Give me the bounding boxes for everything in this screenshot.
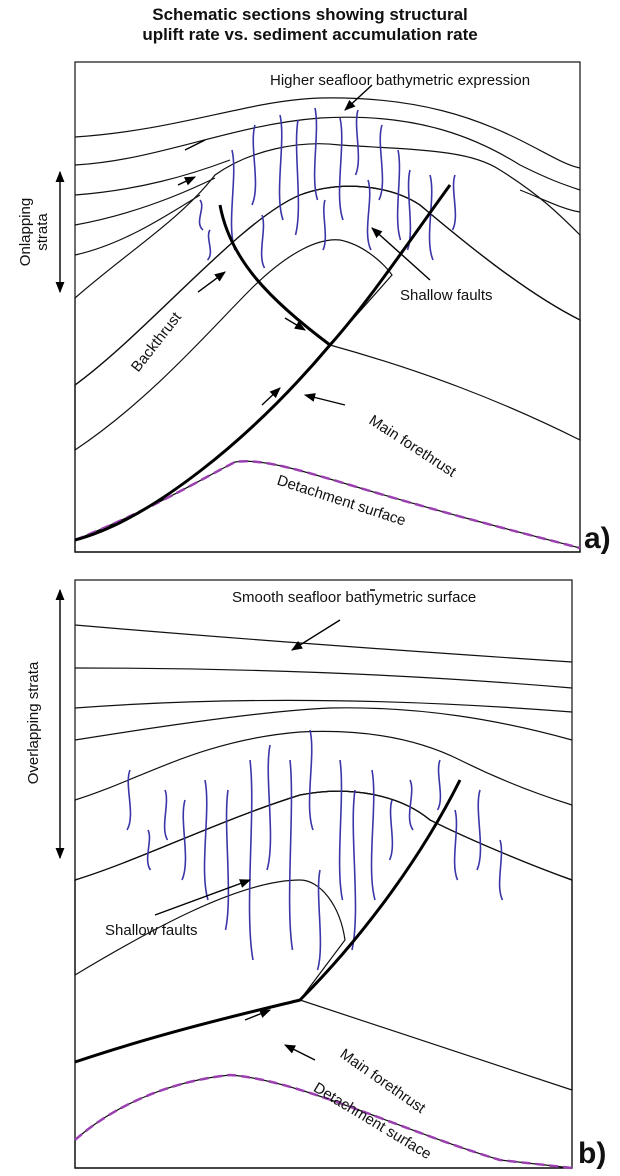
panel-label: a)	[584, 522, 611, 555]
shallow-fault	[498, 839, 504, 901]
shallow-fault	[313, 107, 319, 201]
shallow-fault	[278, 114, 284, 221]
detachment-label: Detachment surface	[310, 1079, 434, 1163]
shallow-fault	[251, 124, 257, 206]
shallow-fault	[436, 759, 442, 811]
shallow-fault	[288, 759, 294, 951]
shallow-fault	[378, 124, 384, 201]
shallow-fault	[338, 759, 344, 901]
shallow-fault	[338, 117, 344, 221]
shallow-fault	[396, 149, 402, 241]
strata-note: Overlapping strata	[25, 661, 42, 784]
shallow-fault	[370, 769, 376, 901]
shallow-fault	[453, 809, 459, 881]
shallow-fault	[260, 214, 266, 269]
strata-note: strata	[34, 213, 51, 251]
shallow-faults-label: Shallow faults	[400, 287, 493, 304]
shallow-fault	[126, 769, 132, 831]
shallow-fault	[198, 199, 204, 231]
shallow-fault	[351, 789, 357, 951]
shallow-fault	[408, 779, 414, 831]
seafloor-note: Smooth seafloor bathymetric surface	[232, 589, 476, 606]
shallow-fault	[322, 199, 327, 251]
shallow-fault	[206, 229, 212, 261]
panel-a: Higher seafloor bathymetric expression O…	[17, 61, 611, 555]
shallow-fault	[476, 789, 482, 871]
panel-b: Smooth seafloor bathymetric surface Over…	[25, 579, 606, 1170]
shallow-fault	[354, 109, 360, 176]
shallow-fault	[316, 869, 322, 971]
shallow-fault	[428, 174, 434, 261]
shallow-fault	[308, 729, 314, 831]
shallow-fault	[294, 119, 300, 236]
seafloor-note: Higher seafloor bathymetric expression	[270, 72, 530, 89]
shallow-fault	[388, 799, 394, 861]
shallow-fault	[203, 779, 209, 901]
detachment-label: Detachment surface	[275, 472, 408, 530]
shallow-fault	[406, 169, 412, 251]
panel-label: b)	[578, 1137, 606, 1170]
shallow-fault	[248, 759, 254, 961]
shallow-fault	[146, 829, 152, 871]
strata-note: Onlapping	[17, 198, 34, 266]
title-line: uplift rate vs. sediment accumulation ra…	[142, 25, 477, 44]
shallow-faults-label: Shallow faults	[105, 922, 198, 939]
shallow-fault	[163, 789, 169, 841]
shallow-fault	[266, 744, 272, 871]
shallow-fault	[451, 174, 457, 231]
shallow-fault	[366, 179, 372, 251]
forethrust-label: Main forethrust	[366, 412, 460, 481]
shallow-fault	[224, 789, 230, 931]
shallow-fault	[181, 799, 187, 881]
title-line: Schematic sections showing structural	[152, 5, 468, 24]
